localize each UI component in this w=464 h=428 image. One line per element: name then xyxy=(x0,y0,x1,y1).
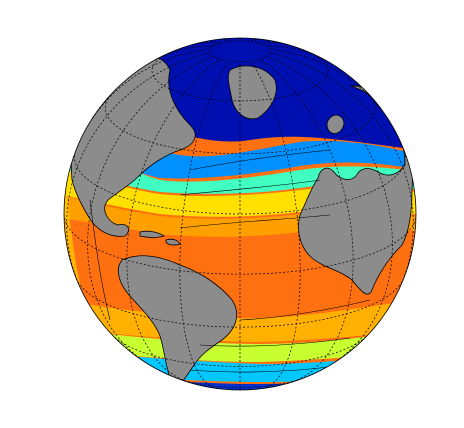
land-british-isles xyxy=(326,114,345,134)
land-cuba xyxy=(139,230,165,238)
graticule-line xyxy=(74,151,406,215)
graticule-line xyxy=(179,60,230,389)
land-hispaniola xyxy=(165,238,181,246)
contour-line xyxy=(179,179,321,196)
graticule-line xyxy=(66,52,210,291)
ocean-field xyxy=(64,38,416,390)
graticule-line xyxy=(150,45,214,63)
graticule-line xyxy=(209,40,271,62)
globe-outline xyxy=(63,37,417,391)
graticule-line xyxy=(87,56,214,364)
graticule-line xyxy=(266,45,330,63)
land-europe-africa xyxy=(298,85,416,295)
land-antarctica xyxy=(159,389,353,390)
graticule-line xyxy=(266,56,393,364)
contour-line xyxy=(179,214,331,229)
graticule-line xyxy=(104,94,376,155)
contour-line xyxy=(89,199,111,321)
graticule-line xyxy=(172,376,308,388)
graticule-line xyxy=(270,52,414,291)
graticule-line xyxy=(111,334,369,367)
graticule-line xyxy=(250,60,301,389)
graticule-line xyxy=(83,48,210,133)
contour-line xyxy=(189,149,331,171)
graticule-line xyxy=(75,278,405,328)
contour-line xyxy=(199,337,351,347)
contour-line xyxy=(239,299,371,321)
graticule xyxy=(64,38,416,390)
graticule-line xyxy=(64,213,416,275)
graticule-line xyxy=(270,48,397,133)
